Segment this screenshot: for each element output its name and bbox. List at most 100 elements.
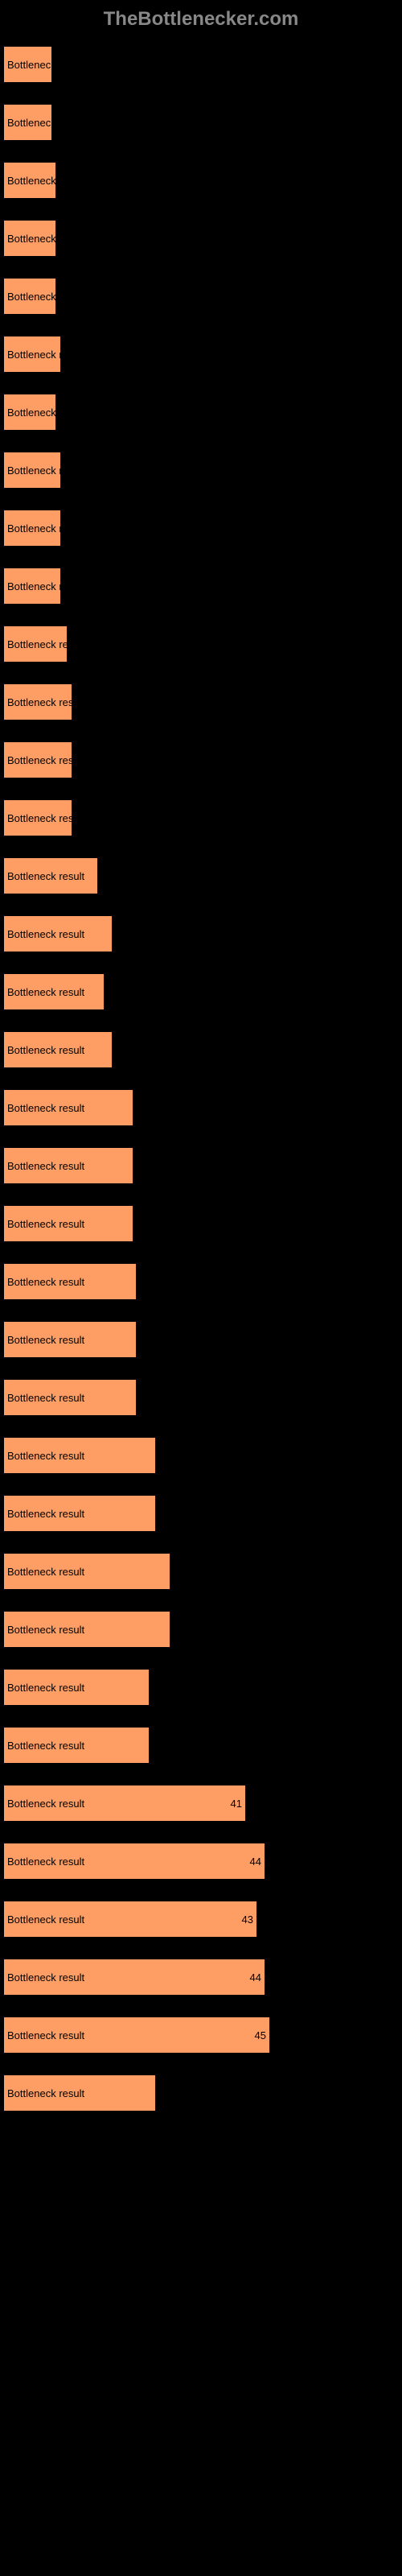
bar-label: Bottleneck result: [7, 1624, 84, 1636]
bottleneck-bar: Bottleneck result: [4, 2075, 155, 2111]
bar-row: Bottleneck result44: [4, 1959, 398, 1995]
bottleneck-bar: Bottleneck result: [4, 279, 55, 314]
bar-row: Bottleneck result: [4, 974, 398, 1009]
bar-label: Bottleneck result: [7, 1740, 84, 1752]
bar-row: Bottleneck result: [4, 916, 398, 952]
bar-label: Bottleneck result: [7, 754, 72, 766]
bar-row: Bottleneck result: [4, 105, 398, 140]
bottleneck-bar: Bottleneck result: [4, 800, 72, 836]
bar-row: Bottleneck result: [4, 1264, 398, 1299]
bar-label: Bottleneck result: [7, 1971, 84, 1984]
bar-row: Bottleneck result: [4, 336, 398, 372]
bottleneck-bar: Bottleneck result 41: [4, 1785, 245, 1821]
bar-label: Bottleneck result: [7, 2029, 84, 2041]
bottleneck-bar: Bottleneck result: [4, 1438, 155, 1473]
bar-row: Bottleneck result: [4, 1148, 398, 1183]
bottleneck-bar: Bottleneck result: [4, 568, 60, 604]
bar-label: Bottleneck result: [7, 1334, 84, 1346]
bottleneck-bar: Bottleneck result: [4, 336, 60, 372]
bar-label: Bottleneck result: [7, 1276, 84, 1288]
watermark: TheBottlenecker.com: [0, 8, 402, 31]
bar-row: Bottleneck result: [4, 510, 398, 546]
bottleneck-bar: Bottleneck result: [4, 916, 112, 952]
bar-row: Bottleneck result: [4, 568, 398, 604]
bottleneck-bar: Bottleneck result: [4, 1728, 149, 1763]
bar-label: Bottleneck result: [7, 1392, 84, 1404]
bottleneck-bar: Bottleneck result 43: [4, 1901, 256, 1937]
bar-value: 43: [242, 1913, 253, 1926]
bar-label: Bottleneck result: [7, 1218, 84, 1230]
bar-label: Bottleneck result: [7, 175, 55, 187]
bar-row: Bottleneck result: [4, 452, 398, 488]
bar-value: 41: [231, 1798, 242, 1810]
bar-label: Bottleneck result: [7, 1102, 84, 1114]
bar-row: Bottleneck result: [4, 394, 398, 430]
bottleneck-bar: Bottleneck result: [4, 394, 55, 430]
bar-row: Bottleneck result 41: [4, 1785, 398, 1821]
bar-value: 44: [250, 1856, 261, 1868]
bar-row: Bottleneck result: [4, 163, 398, 198]
bar-label: Bottleneck result: [7, 696, 72, 708]
bottleneck-bar: Bottleneck result: [4, 1496, 155, 1531]
bar-label: Bottleneck result: [7, 1913, 84, 1926]
bottleneck-bar: Bottleneck result: [4, 452, 60, 488]
bottleneck-bar: Bottleneck result: [4, 626, 67, 662]
bottleneck-bar: Bottleneck result 45: [4, 2017, 269, 2053]
bar-row: Bottleneck result: [4, 2075, 398, 2111]
bar-label: Bottleneck result: [7, 59, 51, 71]
bar-row: Bottleneck result: [4, 1612, 398, 1647]
bar-label: Bottleneck result: [7, 1566, 84, 1578]
bar-row: Bottleneck result: [4, 742, 398, 778]
bar-row: Bottleneck result: [4, 221, 398, 256]
bottleneck-bar: Bottleneck result: [4, 1554, 170, 1589]
bar-label: Bottleneck result: [7, 1856, 84, 1868]
bottleneck-bar: Bottleneck result: [4, 1032, 112, 1067]
bar-label: Bottleneck result: [7, 349, 60, 361]
bar-row: Bottleneck result: [4, 1322, 398, 1357]
bar-row: Bottleneck result: [4, 47, 398, 82]
bar-label: Bottleneck result: [7, 928, 84, 940]
bar-label: Bottleneck result: [7, 522, 60, 535]
bar-label: Bottleneck result: [7, 870, 84, 882]
bar-label: Bottleneck result: [7, 2087, 84, 2099]
bottleneck-bar: Bottleneck result: [4, 221, 55, 256]
bar-label: Bottleneck result: [7, 464, 60, 477]
bar-label: Bottleneck result: [7, 986, 84, 998]
bottleneck-bar: Bottleneck result: [4, 742, 72, 778]
bar-label: Bottleneck result: [7, 1160, 84, 1172]
bottleneck-bar: Bottleneck result: [4, 1206, 133, 1241]
bottleneck-bar: Bottleneck result: [4, 684, 72, 720]
bottleneck-bar: Bottleneck result 44: [4, 1843, 265, 1879]
bottleneck-bar: Bottleneck result: [4, 105, 51, 140]
bar-row: Bottleneck result: [4, 1554, 398, 1589]
bar-label: Bottleneck result: [7, 1450, 84, 1462]
bar-label: Bottleneck result: [7, 407, 55, 419]
bar-label: Bottleneck result: [7, 812, 72, 824]
bar-row: Bottleneck result 45: [4, 2017, 398, 2053]
bar-row: Bottleneck result: [4, 1090, 398, 1125]
bar-row: Bottleneck result 44: [4, 1843, 398, 1879]
bar-row: Bottleneck result: [4, 1728, 398, 1763]
bar-label: Bottleneck result: [7, 1682, 84, 1694]
bottleneck-bar: Bottleneck result: [4, 974, 104, 1009]
bar-row: Bottleneck result: [4, 1032, 398, 1067]
bar-label: Bottleneck result: [7, 1798, 84, 1810]
bar-row: Bottleneck result: [4, 1438, 398, 1473]
bar-row: Bottleneck result: [4, 1380, 398, 1415]
bottleneck-bar: Bottleneck result: [4, 1090, 133, 1125]
bottleneck-bar: Bottleneck result: [4, 1380, 136, 1415]
bar-row: Bottleneck result: [4, 279, 398, 314]
bar-value: 45: [255, 2029, 266, 2041]
bottleneck-bar: Bottleneck result: [4, 1670, 149, 1705]
bar-row: Bottleneck result: [4, 858, 398, 894]
bottleneck-bar: Bottleneck result44: [4, 1959, 265, 1995]
bottleneck-bar: Bottleneck result: [4, 1612, 170, 1647]
bar-label: Bottleneck result: [7, 117, 51, 129]
bar-row: Bottleneck result: [4, 626, 398, 662]
bottleneck-bar: Bottleneck result: [4, 1264, 136, 1299]
bar-label: Bottleneck result: [7, 580, 60, 592]
bar-label: Bottleneck result: [7, 233, 55, 245]
bar-row: Bottleneck result 43: [4, 1901, 398, 1937]
bar-label: Bottleneck result: [7, 291, 55, 303]
bar-row: Bottleneck result: [4, 1670, 398, 1705]
